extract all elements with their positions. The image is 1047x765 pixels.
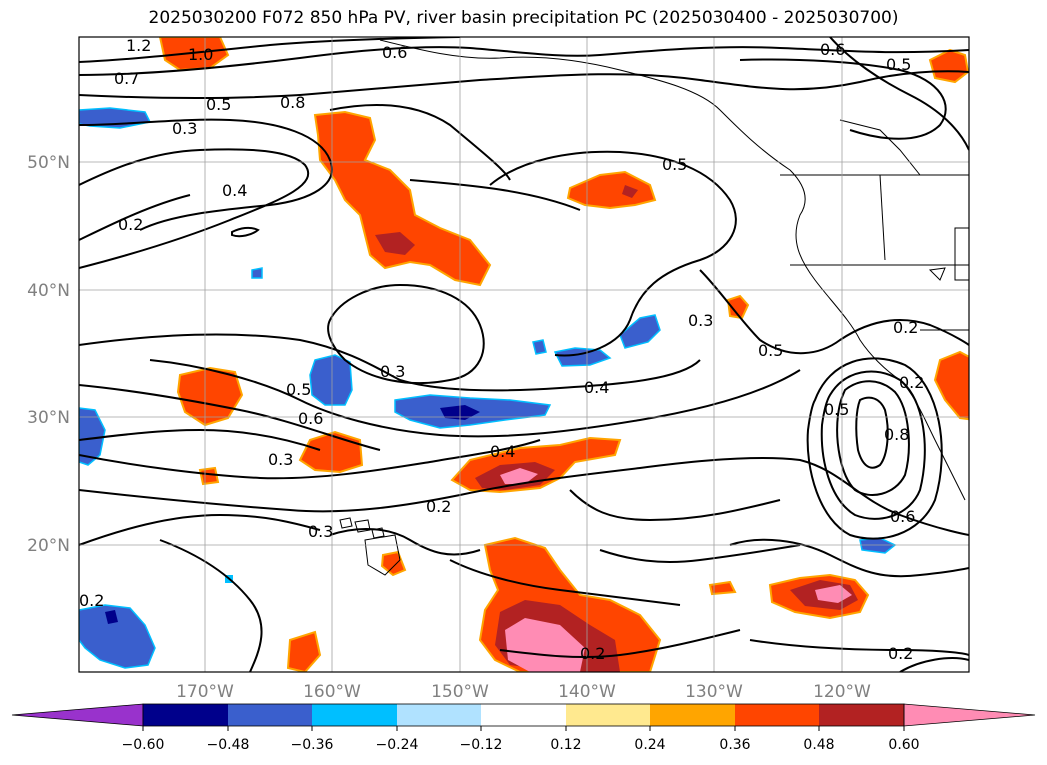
contour-label: 0.5 bbox=[662, 155, 687, 174]
contour-label: 0.2 bbox=[888, 644, 913, 663]
colorbar-tick: 0.24 bbox=[634, 737, 665, 753]
pv-contours bbox=[79, 37, 969, 672]
lon-label: 140°W bbox=[558, 682, 616, 702]
lon-label: 170°W bbox=[176, 682, 234, 702]
colorbar-segment bbox=[481, 704, 566, 726]
colorbar-segment bbox=[735, 704, 819, 726]
map-title: 2025030200 F072 850 hPa PV, river basin … bbox=[148, 8, 899, 28]
contour-label: 0.2 bbox=[79, 591, 104, 610]
map-frame bbox=[78, 36, 970, 673]
lat-label: 20°N bbox=[27, 536, 70, 556]
graticule bbox=[79, 37, 969, 672]
colorbar-tick: −0.48 bbox=[207, 737, 250, 753]
colorbar-tick: −0.12 bbox=[460, 737, 503, 753]
contour-label: 0.5 bbox=[758, 341, 783, 360]
lon-label: 130°W bbox=[685, 682, 743, 702]
contour-label: 0.2 bbox=[580, 644, 605, 663]
contour-label: 0.4 bbox=[584, 378, 609, 397]
contour-label: 0.6 bbox=[382, 43, 407, 62]
lon-label: 160°W bbox=[303, 682, 361, 702]
coastlines bbox=[379, 39, 969, 501]
colorbar-extend-left bbox=[11, 703, 144, 727]
lat-label: 50°N bbox=[27, 153, 70, 173]
contour-label: 0.4 bbox=[490, 442, 515, 461]
lon-label: 120°W bbox=[813, 682, 871, 702]
contour-label: 0.2 bbox=[899, 373, 924, 392]
colorbar-segment bbox=[819, 704, 904, 726]
hawaii-islands bbox=[339, 517, 401, 576]
contour-label: 0.3 bbox=[380, 362, 405, 381]
colorbar-tick: 0.12 bbox=[550, 737, 581, 753]
contour-label: 0.2 bbox=[118, 215, 143, 234]
contour-label: 0.3 bbox=[172, 119, 197, 138]
colorbar-extend-right bbox=[903, 703, 1036, 727]
precip-positive-shading bbox=[158, 37, 969, 672]
colorbar-segment bbox=[143, 704, 228, 726]
colorbar-tick: −0.24 bbox=[376, 737, 419, 753]
contour-label: 0.8 bbox=[280, 93, 305, 112]
colorbar-segment bbox=[397, 704, 481, 726]
colorbar-segment bbox=[566, 704, 650, 726]
contour-label: 1.0 bbox=[188, 45, 213, 64]
contour-label: 0.5 bbox=[886, 55, 911, 74]
contour-label: 0.6 bbox=[298, 409, 323, 428]
contour-label: 0.5 bbox=[286, 380, 311, 399]
colorbar-tick: −0.60 bbox=[122, 737, 165, 753]
colorbar-segment bbox=[650, 704, 735, 726]
contour-label: 1.2 bbox=[126, 36, 151, 55]
contour-label: 0.6 bbox=[890, 507, 915, 526]
contour-label: 0.3 bbox=[688, 311, 713, 330]
colorbar-tick: −0.36 bbox=[291, 737, 334, 753]
lon-label: 150°W bbox=[431, 682, 489, 702]
colorbar-tick: 0.36 bbox=[719, 737, 750, 753]
contour-label: 0.5 bbox=[824, 400, 849, 419]
contour-label: 0.5 bbox=[206, 95, 231, 114]
contour-label: 0.4 bbox=[222, 181, 247, 200]
colorbar-segment bbox=[312, 704, 397, 726]
lat-label: 40°N bbox=[27, 281, 70, 301]
contour-label: 0.3 bbox=[308, 522, 333, 541]
contour-label: 0.2 bbox=[426, 497, 451, 516]
contour-label: 0.2 bbox=[893, 318, 918, 337]
lat-label: 30°N bbox=[27, 408, 70, 428]
colorbar: −0.60 −0.48 −0.36 −0.24 −0.12 0.12 0.24 … bbox=[11, 703, 1036, 753]
contour-labels: 1.2 1.0 0.6 0.7 0.5 0.8 0.3 0.4 0.2 0.5 … bbox=[79, 36, 924, 663]
contour-label: 0.3 bbox=[268, 450, 293, 469]
contour-label: 0.6 bbox=[820, 40, 845, 59]
colorbar-tick: 0.60 bbox=[888, 737, 919, 753]
contour-label: 0.7 bbox=[114, 69, 139, 88]
colorbar-tick: 0.48 bbox=[803, 737, 834, 753]
contour-label: 0.8 bbox=[884, 425, 909, 444]
colorbar-segment bbox=[228, 704, 312, 726]
